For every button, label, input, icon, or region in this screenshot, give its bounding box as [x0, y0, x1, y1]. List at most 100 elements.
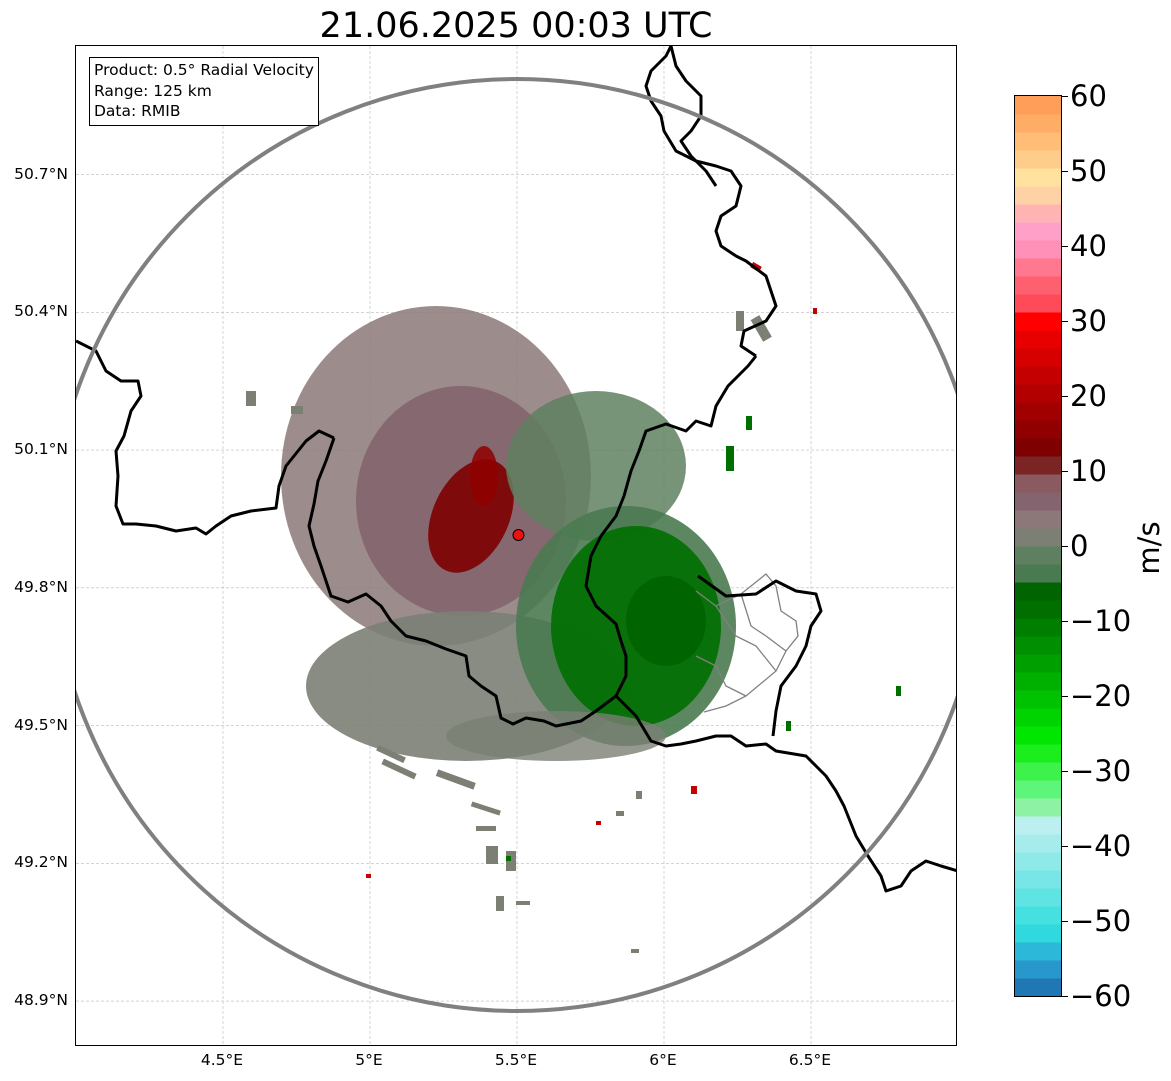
lat-tick-label: 49.8°N: [14, 577, 68, 596]
colorbar-segment: [1015, 420, 1061, 439]
colorbar-segment: [1015, 474, 1061, 493]
colorbar-tick-label: −60: [1070, 979, 1132, 1013]
colorbar-segment: [1015, 348, 1061, 367]
colorbar-tick-mark: [1062, 471, 1068, 472]
colorbar-segment: [1015, 204, 1061, 223]
colorbar-segment: [1015, 168, 1061, 187]
colorbar-segment: [1015, 186, 1061, 205]
product-info-box: Product: 0.5° Radial Velocity Range: 125…: [89, 57, 319, 126]
colorbar-segment: [1015, 150, 1061, 169]
colorbar-segment: [1015, 870, 1061, 889]
colorbar-tick-mark: [1062, 921, 1068, 922]
colorbar-segment: [1015, 924, 1061, 943]
colorbar-tick-label: 10: [1070, 454, 1107, 488]
colorbar-tick-label: −30: [1070, 754, 1132, 788]
colorbar-segment: [1015, 564, 1061, 583]
colorbar-segment: [1015, 744, 1061, 763]
colorbar-segment: [1015, 690, 1061, 709]
lon-tick-label: 5.5°E: [494, 1051, 538, 1069]
colorbar-tick-mark: [1062, 996, 1068, 997]
info-range: Range: 125 km: [94, 81, 212, 100]
colorbar-segment: [1015, 330, 1061, 349]
radar-map[interactable]: Product: 0.5° Radial Velocity Range: 125…: [75, 45, 957, 1046]
colorbar-segment: [1015, 492, 1061, 511]
colorbar-segment: [1015, 546, 1061, 565]
colorbar-segment: [1015, 636, 1061, 655]
info-data-source: Data: RMIB: [94, 102, 181, 120]
echo-neutral-east: [506, 391, 686, 541]
colorbar-segment: [1015, 888, 1061, 907]
colorbar-tick-mark: [1062, 621, 1068, 622]
colorbar-segment: [1015, 402, 1061, 421]
echo-south-fringe: [446, 711, 666, 761]
colorbar-segment: [1015, 798, 1061, 817]
colorbar-segment: [1015, 132, 1061, 151]
colorbar-segment: [1015, 600, 1061, 619]
colorbar-segment: [1015, 942, 1061, 961]
lat-tick-label: 48.9°N: [14, 991, 68, 1010]
colorbar-unit-label: m/s: [1132, 521, 1166, 575]
colorbar-segment: [1015, 366, 1061, 385]
colorbar-segment: [1015, 582, 1061, 601]
colorbar-segment: [1015, 222, 1061, 241]
colorbar-segment: [1015, 384, 1061, 403]
echo-scatter-green: [506, 416, 901, 861]
echo-outbound-core: [626, 576, 706, 666]
colorbar-segment: [1015, 960, 1061, 979]
chart-title: 21.06.2025 00:03 UTC: [319, 6, 713, 46]
lat-tick-label: 50.4°N: [14, 302, 68, 321]
colorbar-segment: [1015, 258, 1061, 277]
colorbar-tick-label: 30: [1070, 304, 1107, 338]
colorbar-tick-mark: [1062, 171, 1068, 172]
colorbar-tick-label: 0: [1070, 529, 1089, 563]
radar-site-marker[interactable]: [512, 529, 525, 542]
colorbar-segment: [1015, 762, 1061, 781]
colorbar-segment: [1015, 708, 1061, 727]
colorbar-segment: [1015, 834, 1061, 853]
colorbar-segment: [1015, 906, 1061, 925]
colorbar-tick-label: −50: [1070, 904, 1132, 938]
colorbar-segment: [1015, 780, 1061, 799]
country-borders: [76, 46, 956, 893]
colorbar-tick-label: 60: [1070, 79, 1107, 113]
colorbar-segment: [1015, 978, 1061, 996]
colorbar-tick-mark: [1062, 396, 1068, 397]
colorbar-segment: [1015, 852, 1061, 871]
colorbar-segment: [1015, 528, 1061, 547]
colorbar-tick-mark: [1062, 321, 1068, 322]
colorbar-tick-label: 20: [1070, 379, 1107, 413]
lon-tick-label: 6°E: [649, 1051, 677, 1069]
colorbar-segment: [1015, 96, 1061, 115]
lat-tick-label: 49.5°N: [14, 715, 68, 734]
colorbar-segment: [1015, 456, 1061, 475]
colorbar-segment: [1015, 816, 1061, 835]
colorbar-tick-label: 50: [1070, 154, 1107, 188]
velocity-colorbar: [1014, 95, 1062, 997]
colorbar-segment: [1015, 294, 1061, 313]
colorbar-segment: [1015, 654, 1061, 673]
colorbar-segment: [1015, 240, 1061, 259]
colorbar-tick-label: −40: [1070, 829, 1132, 863]
echo-inbound-core-2: [470, 446, 498, 506]
lon-tick-label: 5°E: [355, 1051, 383, 1069]
colorbar-segment: [1015, 312, 1061, 331]
colorbar-segment: [1015, 726, 1061, 745]
colorbar-tick-mark: [1062, 246, 1068, 247]
lat-tick-label: 50.1°N: [14, 440, 68, 459]
lon-tick-label: 4.5°E: [200, 1051, 244, 1069]
colorbar-tick-mark: [1062, 771, 1068, 772]
lon-tick-label: 6.5°E: [788, 1051, 832, 1069]
colorbar-segment: [1015, 672, 1061, 691]
lat-tick-label: 49.2°N: [14, 853, 68, 872]
lat-tick-label: 50.7°N: [14, 164, 68, 183]
range-ring: [76, 77, 956, 1013]
colorbar-segment: [1015, 438, 1061, 457]
colorbar-tick-mark: [1062, 696, 1068, 697]
colorbar-tick-mark: [1062, 846, 1068, 847]
velocity-echoes: [246, 261, 901, 953]
colorbar-tick-mark: [1062, 96, 1068, 97]
colorbar-tick-label: −20: [1070, 679, 1132, 713]
colorbar-tick-label: 40: [1070, 229, 1107, 263]
colorbar-tick-mark: [1062, 546, 1068, 547]
info-product: Product: 0.5° Radial Velocity: [94, 61, 314, 79]
